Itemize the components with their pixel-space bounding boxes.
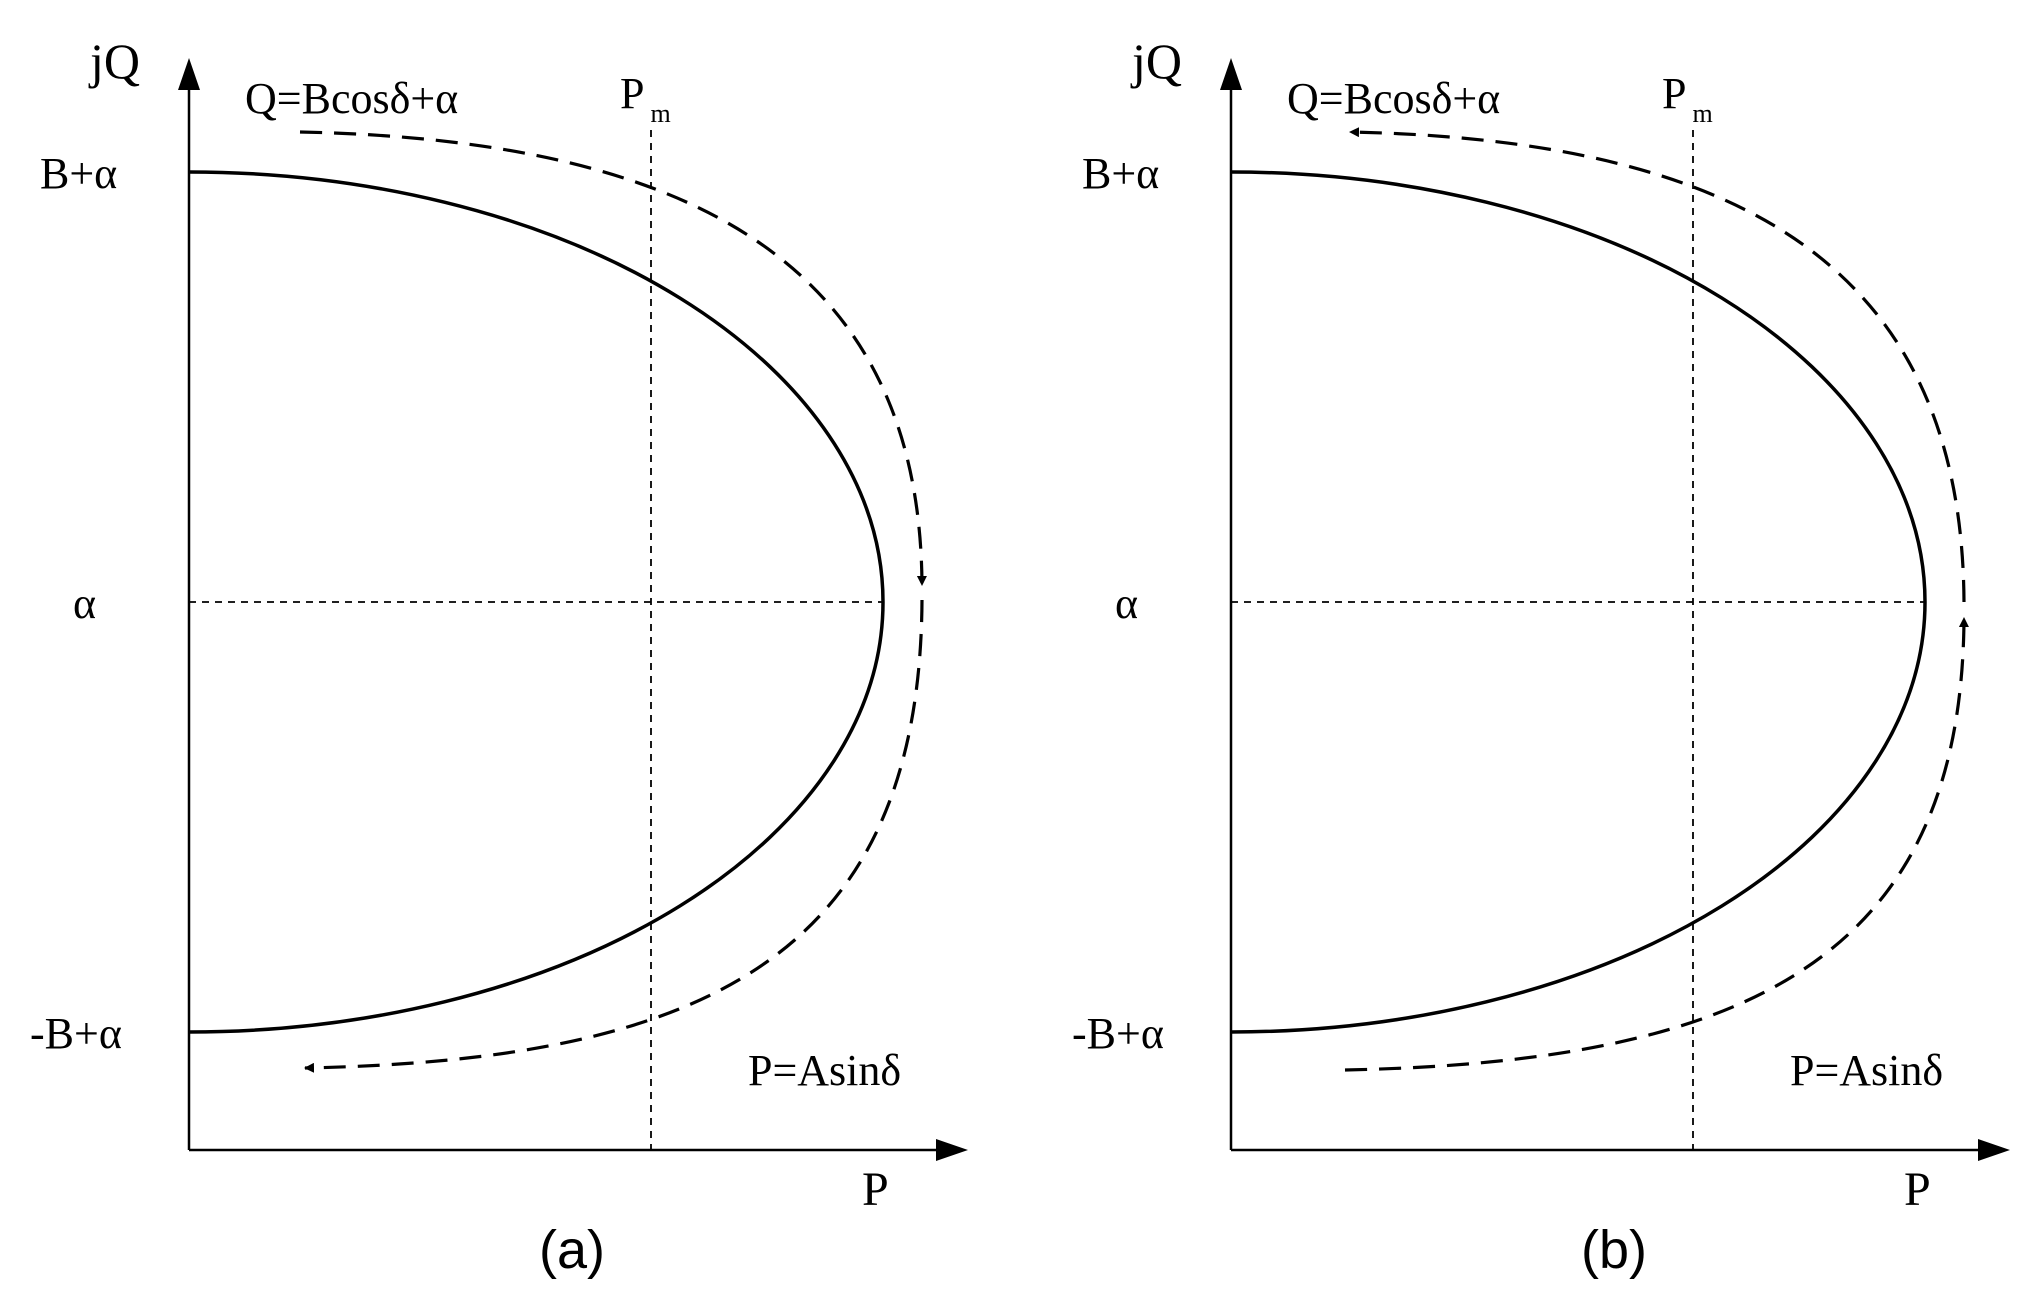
x-axis-label: P xyxy=(862,1163,889,1216)
tick-label-mid: α xyxy=(1115,579,1138,628)
trajectory-upper xyxy=(1349,127,1966,603)
y-axis-label: jQ xyxy=(1130,33,1182,89)
p-equation: P=Asinδ xyxy=(1790,1046,1943,1095)
tick-label-bottom: -B+α xyxy=(30,1009,122,1058)
pq-curve xyxy=(188,170,885,1034)
tick-label-bottom: -B+α xyxy=(1072,1009,1164,1058)
pm-label-main: P xyxy=(620,69,644,118)
pq-curve xyxy=(1230,170,1927,1034)
tick-label-top: B+α xyxy=(1082,149,1159,198)
x-axis-arrow xyxy=(936,1139,968,1161)
y-axis-label: jQ xyxy=(88,33,140,89)
pm-label-sub: m xyxy=(1692,99,1712,128)
y-axis-arrow xyxy=(1220,58,1242,90)
pm-label-main: P xyxy=(1662,69,1686,118)
x-axis-label: P xyxy=(1904,1163,1931,1216)
panel-caption: (a) xyxy=(539,1220,605,1280)
trajectory-lower xyxy=(1344,617,1969,1072)
panel-caption: (b) xyxy=(1581,1220,1647,1280)
y-axis-arrow xyxy=(178,58,200,90)
tick-label-mid: α xyxy=(73,579,96,628)
p-equation: P=Asinδ xyxy=(748,1046,901,1095)
pm-label-sub: m xyxy=(650,99,670,128)
trajectory-upper xyxy=(299,130,927,586)
tick-label-top: B+α xyxy=(40,149,117,198)
q-equation: Q=Bcosδ+α xyxy=(1287,74,1500,123)
q-equation: Q=Bcosδ+α xyxy=(245,74,458,123)
trajectory-lower xyxy=(304,599,924,1073)
x-axis-arrow xyxy=(1978,1139,2010,1161)
